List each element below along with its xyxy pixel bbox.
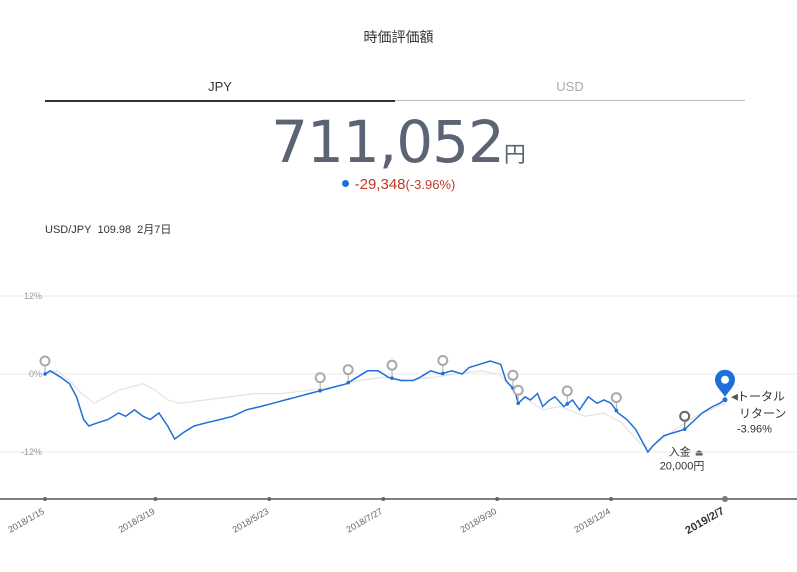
event-pin-icon[interactable] xyxy=(561,385,573,406)
pointer-left-icon: ◀ xyxy=(731,392,738,402)
benchmark-line xyxy=(44,370,726,450)
x-tick-dot xyxy=(153,497,158,501)
event-pin-icon[interactable] xyxy=(342,364,354,385)
tab-usd[interactable]: USD xyxy=(395,76,745,101)
event-pin-icon[interactable] xyxy=(610,392,622,413)
rate-value: 109.98 xyxy=(97,224,132,236)
x-tick-label: 2018/7/27 xyxy=(345,506,385,535)
x-tick-label: 2018/5/23 xyxy=(231,506,271,535)
deposit-amount: 20,000円 xyxy=(660,460,705,472)
deposit-icon: ⏏ xyxy=(695,447,704,457)
x-tick-dot xyxy=(722,496,728,502)
deposit-label: 入金 xyxy=(669,444,691,458)
x-tick-label: 2018/1/15 xyxy=(6,506,46,535)
market-value: 711,052円 xyxy=(0,108,797,176)
event-pin-icon[interactable] xyxy=(437,354,449,376)
total-return-label-2: リターン xyxy=(739,407,786,421)
portfolio-line xyxy=(44,360,726,454)
y-axis-labels: 12% 0% -12% xyxy=(21,291,42,457)
y-tick-label: 0% xyxy=(29,369,42,379)
event-pin-icon[interactable] xyxy=(512,384,524,406)
market-value-unit: 円 xyxy=(503,142,526,167)
event-pin-icon[interactable] xyxy=(679,410,691,432)
event-pin-icon[interactable] xyxy=(39,355,51,376)
chart-annotations: 入金 ⏏ 20,000円 ◀ トータル リターン -3.96% xyxy=(660,390,787,473)
tab-jpy[interactable]: JPY xyxy=(45,76,395,102)
exchange-rate: USD/JPY 109.98 2月7日 xyxy=(45,221,177,237)
change-percent: (-3.96%) xyxy=(405,177,456,192)
current-position-pin-icon[interactable] xyxy=(715,369,735,403)
series-dot-icon xyxy=(341,179,349,187)
currency-tabs: JPY USD xyxy=(45,76,745,102)
x-tick-dot xyxy=(43,497,47,501)
performance-chart[interactable]: 12%0%-12% 2018/1/15 2018/3/19 2018/5/23 201… xyxy=(0,250,797,572)
change-amount: -29,348 xyxy=(354,176,406,193)
x-tick-label: 2018/12/4 xyxy=(572,506,612,535)
y-tick-label: 12% xyxy=(24,291,42,301)
x-tick-label: 2018/9/30 xyxy=(458,506,498,535)
event-markers xyxy=(39,354,735,432)
x-tick-label: 2018/3/19 xyxy=(117,506,157,535)
x-tick-dot xyxy=(381,497,386,501)
page-title: 時価評価額 xyxy=(363,29,434,45)
x-tick-dot xyxy=(495,497,500,501)
market-value-amount: 711,052 xyxy=(271,108,505,176)
rate-pair: USD/JPY xyxy=(45,224,92,236)
event-pin-icon[interactable] xyxy=(314,372,326,393)
y-tick-label: -12% xyxy=(21,447,42,457)
x-tick-dot xyxy=(267,497,272,501)
x-tick-dot xyxy=(609,497,614,501)
total-return-label-1: トータル xyxy=(737,390,785,404)
event-pin-icon[interactable] xyxy=(386,359,398,380)
chart-grid xyxy=(0,295,797,453)
rate-date: 2月7日 xyxy=(137,224,172,236)
x-axis: 2018/1/15 2018/3/19 2018/5/23 2018/7/27 2018… xyxy=(0,496,797,537)
value-change: -29,348(-3.96%) xyxy=(0,176,797,193)
total-return-value: -3.96% xyxy=(737,424,772,436)
x-tick-label: 2019/2/7 xyxy=(683,505,726,537)
